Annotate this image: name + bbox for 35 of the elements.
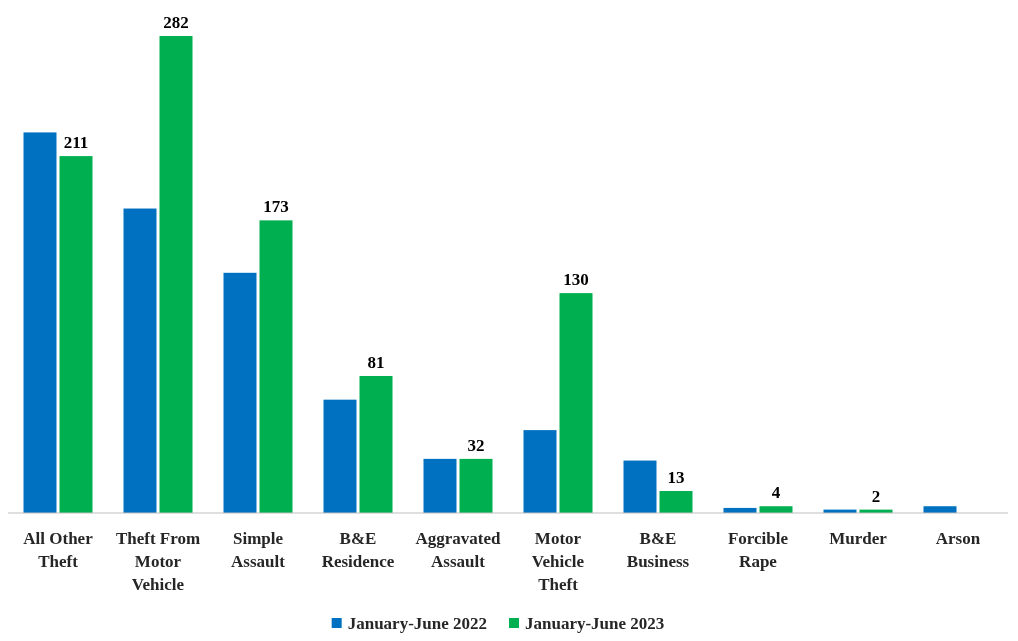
x-tick-label: Aggravated Assault — [415, 529, 502, 571]
x-tick-label: Simple Assault — [231, 529, 286, 571]
x-tick-label: Murder — [829, 529, 888, 548]
x-tick-label: Arson — [935, 529, 981, 548]
bar — [359, 375, 393, 513]
bar — [259, 220, 293, 513]
bar — [23, 132, 57, 513]
legend-label: January-June 2022 — [347, 614, 488, 633]
x-tick-label: Motor Vehicle Theft — [531, 529, 585, 594]
data-label: 32 — [467, 435, 485, 455]
x-tick-label: B&E Business — [626, 529, 690, 571]
bar — [323, 399, 357, 513]
bar — [423, 458, 457, 513]
data-label: 130 — [563, 270, 589, 290]
data-label: 2 — [871, 486, 881, 506]
bar — [459, 458, 493, 513]
bar — [223, 272, 257, 513]
bar — [559, 293, 593, 513]
bar — [159, 36, 193, 513]
bar — [623, 460, 657, 513]
x-tick-label: Theft From Motor Vehicle — [115, 529, 201, 594]
bar — [59, 156, 93, 513]
data-label: 4 — [771, 483, 781, 503]
x-tick-label: B&E Residence — [321, 529, 395, 571]
data-label: 81 — [367, 352, 385, 372]
bar — [123, 208, 157, 513]
data-label: 173 — [263, 197, 289, 217]
data-label: 211 — [63, 133, 89, 153]
bar — [523, 430, 557, 513]
data-label: 13 — [667, 468, 685, 488]
bar — [659, 491, 693, 513]
x-tick-label: All Other Theft — [23, 529, 94, 571]
data-label: 282 — [163, 13, 189, 32]
legend-label: January-June 2023 — [525, 614, 665, 633]
x-tick-label: Forcible Rape — [727, 529, 789, 571]
